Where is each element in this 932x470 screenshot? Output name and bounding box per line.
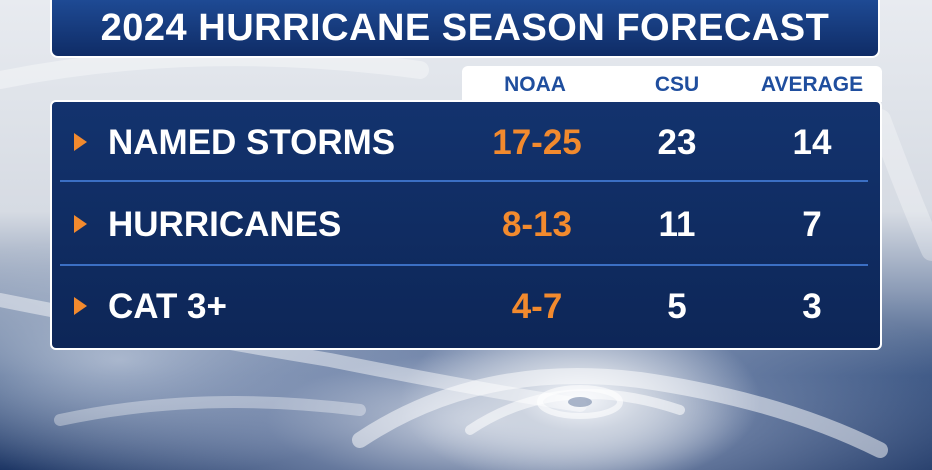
average-value: 3 <box>802 287 822 326</box>
column-header-bar <box>462 66 882 102</box>
average-value: 7 <box>802 205 822 244</box>
csu-value: 11 <box>658 205 696 244</box>
row-divider <box>60 180 868 182</box>
row-label: CAT 3+ <box>108 287 227 326</box>
noaa-value: 8-13 <box>501 205 573 244</box>
forecast-table: NAMED STORMS 17-25 23 14 HURRICANES 8-13… <box>50 100 882 350</box>
table-row: CAT 3+ 4-7 5 3 <box>52 266 880 348</box>
column-header-csu: CSU <box>654 73 700 96</box>
triangle-right-icon <box>74 215 87 233</box>
average-value: 14 <box>792 123 832 162</box>
column-header-noaa: NOAA <box>504 73 566 96</box>
csu-value: 5 <box>667 287 687 326</box>
triangle-right-icon <box>74 297 87 315</box>
title-banner: 2024 HURRICANE SEASON FORECAST <box>50 0 880 58</box>
table-row: NAMED STORMS 17-25 23 14 <box>52 102 880 184</box>
page-title: 2024 HURRICANE SEASON FORECAST <box>100 6 830 49</box>
noaa-value: 4-7 <box>511 287 563 326</box>
table-row: HURRICANES 8-13 11 7 <box>52 184 880 266</box>
row-divider <box>60 264 868 266</box>
noaa-value: 17-25 <box>492 123 582 162</box>
row-label: NAMED STORMS <box>108 123 396 162</box>
triangle-right-icon <box>74 133 87 151</box>
csu-value: 23 <box>657 123 697 162</box>
row-label: HURRICANES <box>108 205 342 244</box>
column-header-average: AVERAGE <box>760 73 864 96</box>
